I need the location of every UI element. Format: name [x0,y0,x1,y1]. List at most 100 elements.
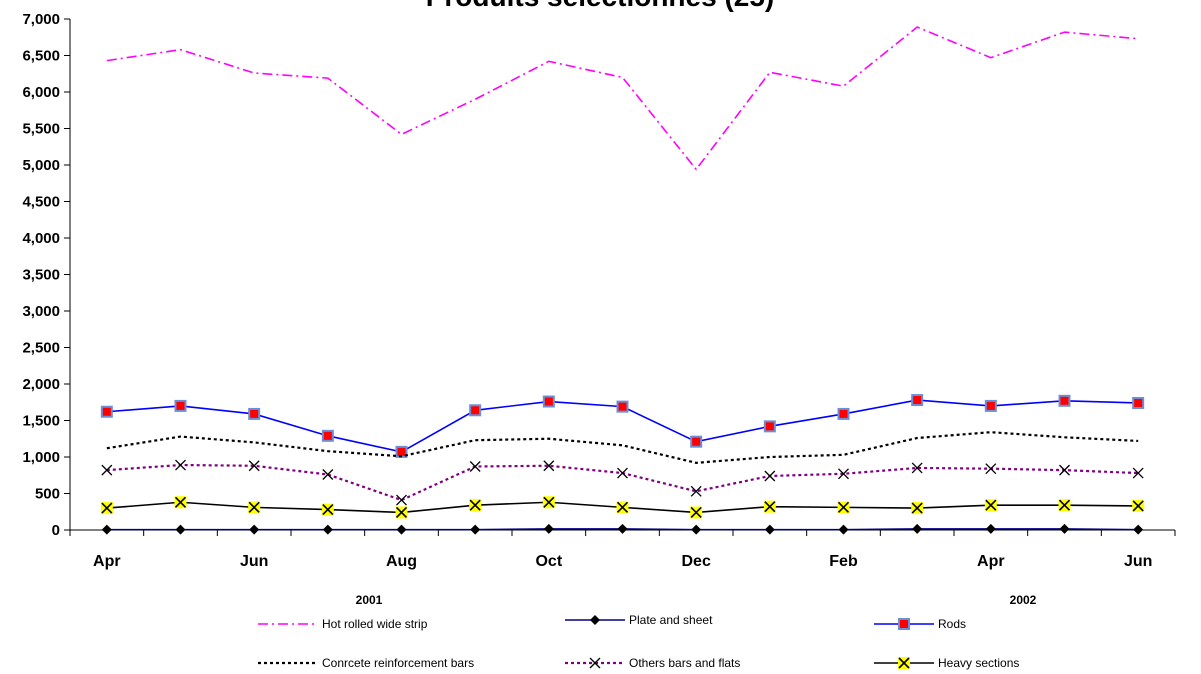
diamond-marker [590,615,600,625]
y-tick-label: 1,500 [22,413,60,430]
y-tick-label: 6,500 [22,48,60,65]
legend-item-4: Others bars and flats [565,656,740,670]
x-marker [543,460,555,472]
x-yellow-marker [837,501,850,514]
diamond-marker [617,523,628,534]
legend-item-0: Hot rolled wide strip [258,617,428,631]
x-yellow-marker [542,496,555,509]
y-tick-label: 3,500 [22,267,60,284]
x-marker [322,469,334,480]
diamond-marker [249,524,260,535]
x-tick-label: Jun [1124,553,1152,570]
y-tick-label: 6,000 [22,84,60,101]
x-yellow-marker [248,501,261,514]
series-1 [101,523,1144,535]
legend-item-1: Plate and sheet [565,613,713,627]
diamond-marker [396,524,407,535]
x-yellow-marker [174,496,187,509]
y-tick-label: 4,500 [22,194,60,211]
series-line [106,26,1139,171]
square-marker [469,404,482,417]
x-yellow-marker [898,657,910,669]
x-tick-label: Feb [829,553,858,570]
y-tick-label: 500 [35,486,60,503]
series-line [106,463,1139,502]
legend-item-3: Conrcete reinforcement bars [258,656,474,670]
y-axis: 0 500 1,000 1,500 2,000 2,500 3,000 3,500 4,000 4… [22,11,71,539]
diamond-marker [985,523,996,534]
x-tick-label: Aug [386,553,417,570]
x-tick-label: Apr [93,553,121,570]
chart-title: Produits sélectionnés (25) [426,0,775,12]
diamond-marker [691,524,702,535]
y-tick-label: 5,500 [22,121,60,138]
legend-label: Heavy sections [938,656,1019,670]
x-marker [838,468,849,480]
series-4 [101,459,1144,506]
year-label-2001: 2001 [356,593,383,607]
x-marker [764,470,776,482]
square-marker [542,395,555,408]
x-marker [396,494,407,506]
diamond-marker [764,524,775,535]
year-label-2002: 2002 [1010,593,1037,607]
diamond-marker [322,524,333,535]
diamond-marker [1133,524,1144,535]
x-marker [690,485,702,497]
legend: Hot rolled wide strip Plate and sheet Rods… [258,613,1019,670]
x-marker [617,467,628,479]
square-marker [100,405,113,418]
x-tick-label: Apr [977,553,1005,570]
x-yellow-marker [690,506,703,519]
legend-item-2: Rods [874,617,966,631]
x-marker [469,461,481,472]
series-2 [100,394,1145,458]
x-marker [101,464,113,476]
diamond-marker [1059,523,1070,534]
legend-label: Plate and sheet [629,613,713,627]
x-marker [1059,464,1070,476]
x-tick-label: Jun [240,553,268,570]
x-yellow-marker [1058,499,1071,512]
series-3 [106,431,1139,464]
square-marker [984,399,997,412]
diamond-marker [101,524,112,535]
x-tick-label: Dec [681,553,710,570]
y-tick-label: 3,000 [22,303,60,320]
x-yellow-marker [100,502,113,515]
y-tick-label: 2,500 [22,340,60,357]
square-marker [898,618,910,630]
y-tick-label: 7,000 [22,11,60,28]
square-marker [911,394,924,407]
square-marker [1058,394,1071,407]
x-marker [911,462,923,474]
series-layer [100,26,1145,535]
x-yellow-marker [1132,499,1145,512]
square-marker [837,407,850,420]
x-marker [985,463,997,475]
legend-label: Rods [938,617,966,631]
legend-label: Others bars and flats [629,656,740,670]
legend-item-5: Heavy sections [874,656,1019,670]
diamond-marker [543,523,554,534]
x-marker [1132,467,1144,479]
square-marker [174,399,187,412]
x-marker [248,460,260,472]
legend-label: Conrcete reinforcement bars [322,656,474,670]
x-marker [589,657,601,669]
x-yellow-marker [616,501,629,514]
square-marker [321,429,334,442]
square-marker [616,400,629,413]
y-tick-label: 2,000 [22,376,60,393]
x-yellow-marker [763,500,776,513]
series-0 [106,26,1139,171]
x-yellow-marker [321,503,334,516]
square-marker [690,435,703,448]
x-marker [175,459,186,471]
y-tick-label: 1,000 [22,449,60,466]
x-yellow-marker [911,502,924,515]
series-5 [100,496,1145,519]
legend-label: Hot rolled wide strip [322,617,428,631]
x-tick-label: Oct [535,553,562,570]
